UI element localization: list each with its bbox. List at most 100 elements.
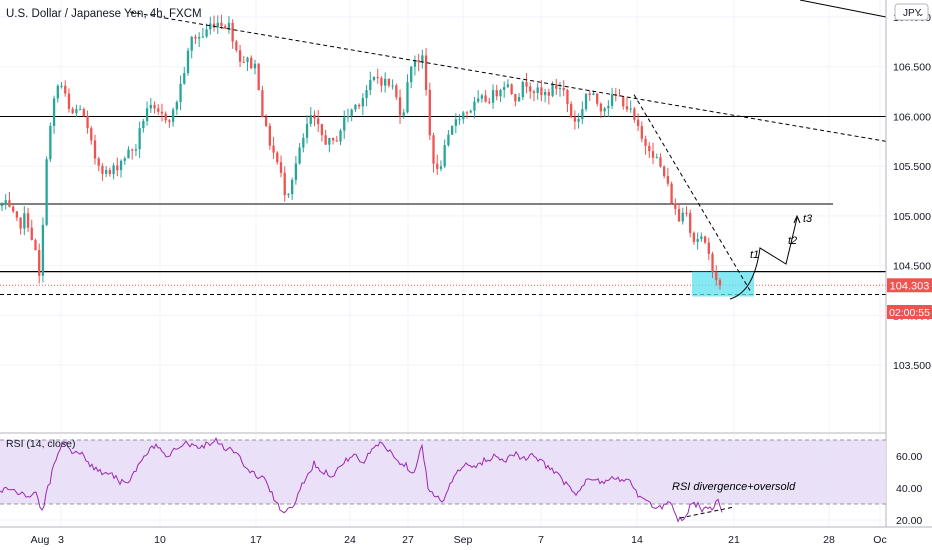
candle[interactable] (190, 35, 193, 59)
candle[interactable] (622, 96, 625, 110)
candle[interactable] (317, 110, 320, 132)
candle[interactable] (718, 277, 722, 290)
buy-zone-box[interactable] (692, 271, 754, 297)
candle[interactable] (391, 79, 394, 90)
candle[interactable] (253, 59, 257, 75)
candle[interactable] (12, 204, 15, 214)
candle[interactable] (354, 103, 357, 113)
candle[interactable] (309, 107, 312, 127)
candle[interactable] (424, 47, 428, 96)
candle[interactable] (428, 82, 431, 140)
candle[interactable] (250, 55, 253, 70)
candle[interactable] (681, 207, 684, 225)
candle[interactable] (183, 66, 186, 85)
candle[interactable] (268, 122, 271, 150)
candle[interactable] (436, 154, 439, 175)
candle[interactable] (26, 207, 30, 233)
candle[interactable] (75, 104, 78, 118)
candle[interactable] (577, 113, 580, 129)
candle[interactable] (566, 88, 569, 113)
candle[interactable] (607, 100, 610, 118)
candle[interactable] (93, 134, 97, 165)
candle[interactable] (462, 110, 465, 124)
candle[interactable] (60, 82, 63, 89)
candle[interactable] (450, 125, 454, 135)
candle[interactable] (34, 238, 37, 251)
candle[interactable] (272, 136, 275, 159)
candle[interactable] (168, 119, 171, 128)
candle[interactable] (689, 209, 692, 238)
candle[interactable] (320, 123, 324, 142)
candle[interactable] (372, 76, 376, 82)
candle[interactable] (30, 219, 33, 241)
candle[interactable] (521, 80, 524, 101)
candle[interactable] (514, 93, 517, 107)
candle[interactable] (238, 44, 242, 68)
candle[interactable] (540, 79, 543, 102)
candle[interactable] (298, 143, 301, 165)
candle[interactable] (488, 97, 491, 105)
candle[interactable] (477, 90, 480, 104)
candle[interactable] (398, 89, 402, 124)
currency-badge[interactable]: JPY ⌄ (894, 3, 929, 21)
candle[interactable] (625, 97, 629, 112)
candle[interactable] (105, 166, 108, 178)
candle[interactable] (588, 90, 591, 102)
candle[interactable] (82, 107, 85, 117)
candle[interactable] (380, 76, 383, 93)
candle[interactable] (558, 81, 562, 97)
candle[interactable] (23, 206, 26, 236)
candle[interactable] (532, 89, 536, 102)
candle[interactable] (402, 108, 405, 119)
candle[interactable] (64, 80, 67, 97)
candle[interactable] (384, 72, 387, 93)
candle[interactable] (346, 108, 350, 123)
candle[interactable] (186, 47, 190, 76)
candle[interactable] (570, 101, 573, 119)
candle[interactable] (264, 114, 268, 128)
candle[interactable] (648, 142, 651, 159)
candle[interactable] (555, 78, 558, 96)
candle[interactable] (0, 202, 4, 211)
candle[interactable] (510, 83, 513, 96)
candle[interactable] (406, 74, 409, 114)
candle[interactable] (335, 135, 338, 142)
candle[interactable] (116, 157, 119, 177)
candle[interactable] (599, 102, 603, 119)
candle[interactable] (350, 108, 353, 122)
candle[interactable] (313, 110, 316, 127)
candle[interactable] (90, 125, 93, 145)
candle[interactable] (651, 142, 655, 165)
candle[interactable] (633, 106, 636, 123)
candle[interactable] (246, 56, 249, 71)
candle[interactable] (640, 121, 643, 143)
candle[interactable] (101, 163, 104, 181)
candle[interactable] (484, 90, 487, 103)
candle[interactable] (242, 55, 245, 64)
candle[interactable] (194, 34, 197, 45)
candle[interactable] (209, 16, 212, 35)
symbol-title[interactable]: U.S. Dollar / Japanese Yen, 4h, FXCM (6, 8, 202, 20)
time-axis-ticks[interactable]: Aug 3 10 17 24 27 Sep 7 14 21 28 Oc (31, 534, 887, 546)
candle[interactable] (596, 93, 599, 107)
candle[interactable] (97, 156, 100, 172)
steep-trend-line[interactable] (633, 94, 751, 291)
candle[interactable] (495, 84, 498, 101)
candle[interactable] (443, 139, 446, 169)
rsi-axis-ticks[interactable]: 60.00 40.00 20.00 (896, 451, 922, 527)
candle[interactable] (503, 81, 506, 98)
candle[interactable] (670, 181, 673, 205)
candle[interactable] (328, 137, 331, 153)
candle[interactable] (685, 206, 688, 217)
candle[interactable] (171, 107, 175, 127)
candle[interactable] (655, 153, 658, 159)
candle[interactable] (134, 144, 138, 156)
candle[interactable] (584, 93, 588, 112)
candle[interactable] (119, 159, 123, 178)
candle[interactable] (56, 84, 59, 103)
candle[interactable] (636, 113, 640, 132)
candle[interactable] (49, 122, 52, 162)
candle[interactable] (529, 82, 532, 99)
candle[interactable] (52, 95, 56, 134)
